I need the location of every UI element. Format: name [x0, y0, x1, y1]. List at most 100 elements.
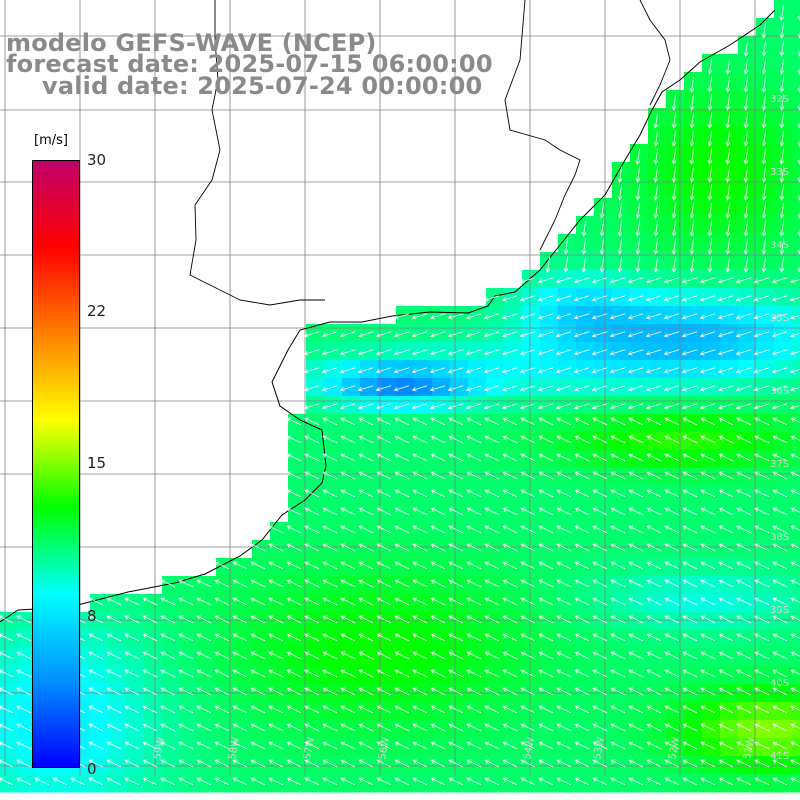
- wind-vector: [664, 561, 680, 570]
- wind-vector: [592, 543, 608, 552]
- wind-vector: [466, 597, 482, 606]
- wind-vector: [250, 543, 266, 552]
- wind-vector: [592, 417, 608, 426]
- wind-vector: [339, 331, 356, 338]
- wind-vector: [682, 417, 698, 426]
- wind-vector: [581, 256, 587, 273]
- wind-vector: [736, 705, 752, 714]
- wind-vector: [681, 367, 698, 374]
- wind-vector: [430, 435, 446, 444]
- wind-vector: [754, 453, 770, 462]
- wind-vector: [700, 741, 716, 750]
- wind-vector: [376, 687, 392, 696]
- wind-vector: [574, 705, 590, 714]
- wind-vector: [689, 166, 695, 183]
- wind-vector: [160, 723, 176, 732]
- wind-vector: [743, 202, 749, 219]
- wind-vector: [448, 669, 464, 678]
- wind-vector: [682, 507, 698, 516]
- wind-vector: [771, 277, 788, 284]
- wind-vector: [16, 615, 32, 624]
- wind-vector: [682, 669, 698, 678]
- wind-vector: [771, 295, 788, 302]
- wind-vector: [628, 615, 644, 624]
- wind-vector: [520, 669, 536, 678]
- wind-vector: [736, 561, 752, 570]
- wind-vector: [214, 669, 230, 678]
- wind-vector: [725, 166, 731, 183]
- wind-vector: [707, 148, 713, 165]
- wind-vector: [592, 741, 608, 750]
- field-cell: [792, 162, 800, 181]
- wind-vector: [718, 705, 734, 714]
- wind-vector: [268, 687, 284, 696]
- wind-vector: [592, 561, 608, 570]
- wind-vector: [671, 220, 677, 237]
- wind-vector: [322, 597, 338, 606]
- wind-vector: [286, 489, 302, 498]
- wind-vector: [663, 277, 680, 284]
- wind-vector: [761, 130, 767, 147]
- wind-vector: [430, 669, 446, 678]
- wind-vector: [124, 633, 140, 642]
- wind-vector: [484, 615, 500, 624]
- wind-vector: [591, 385, 608, 392]
- wind-vector: [304, 669, 320, 678]
- wind-vector: [610, 669, 626, 678]
- wind-vector: [106, 705, 122, 714]
- field-cell: [792, 0, 800, 19]
- wind-vector: [88, 777, 104, 786]
- wind-vector: [358, 633, 374, 642]
- wind-vector: [303, 331, 320, 338]
- wind-vector: [556, 435, 572, 444]
- wind-vector: [178, 597, 194, 606]
- wind-vector: [790, 759, 800, 765]
- wind-vector: [646, 525, 662, 534]
- wind-vector: [772, 615, 788, 624]
- wind-vector: [124, 741, 140, 750]
- wind-vector: [250, 615, 266, 624]
- wind-vector: [250, 777, 266, 786]
- wind-vector: [196, 633, 212, 642]
- wind-vector: [0, 759, 14, 768]
- wind-vector: [0, 633, 14, 642]
- valid-date: valid date: 2025-07-24 00:00:00: [42, 72, 483, 100]
- wind-vector: [214, 597, 230, 606]
- wind-vector: [717, 295, 734, 302]
- field-cell: [792, 432, 800, 451]
- wind-vector: [268, 597, 284, 606]
- wind-vector: [303, 385, 320, 392]
- wind-vector: [412, 561, 428, 570]
- wind-vector: [358, 777, 374, 786]
- wind-vector: [304, 687, 320, 696]
- wind-vector: [725, 148, 731, 165]
- wind-vector: [214, 705, 230, 714]
- wind-vector: [689, 112, 695, 129]
- wind-vector: [609, 295, 626, 302]
- wind-vector: [394, 471, 410, 480]
- wind-vector: [501, 295, 518, 302]
- wind-vector: [484, 507, 500, 516]
- wind-vector: [610, 417, 626, 426]
- wind-vector: [142, 669, 158, 678]
- wind-vector: [448, 651, 464, 660]
- wind-vector: [520, 651, 536, 660]
- wind-vector: [484, 651, 500, 660]
- wind-vector: [484, 579, 500, 588]
- wind-vector: [761, 112, 767, 129]
- wind-vector: [790, 741, 800, 747]
- wind-vector: [718, 579, 734, 588]
- wind-vector: [88, 615, 104, 624]
- wind-vector: [772, 453, 788, 462]
- wind-vector: [717, 367, 734, 374]
- wind-vector: [124, 687, 140, 696]
- wind-vector: [304, 741, 320, 750]
- wind-vector: [358, 579, 374, 588]
- wind-vector: [537, 331, 554, 338]
- wind-vector: [394, 525, 410, 534]
- wind-vector: [609, 277, 626, 284]
- wind-vector: [340, 471, 356, 480]
- wind-vector: [196, 687, 212, 696]
- wind-vector: [671, 130, 677, 147]
- wind-vector: [321, 349, 338, 356]
